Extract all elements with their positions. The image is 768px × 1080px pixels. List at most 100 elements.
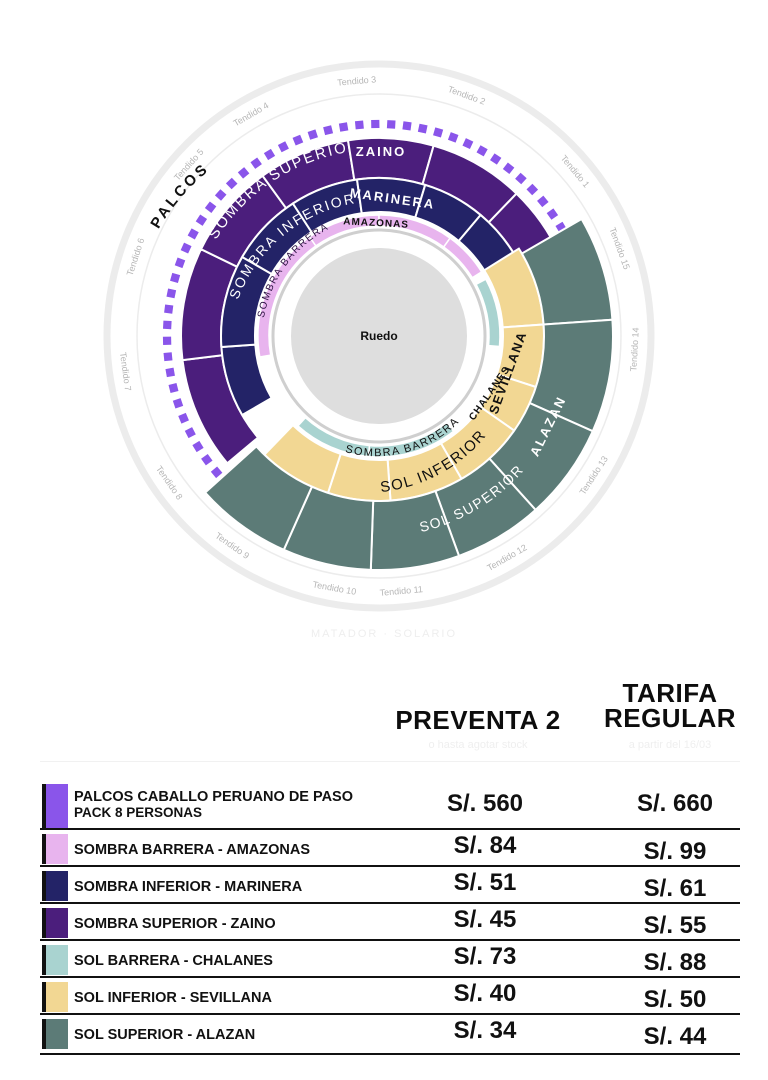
palco-box: [276, 140, 290, 154]
price-preventa: S/. 73: [453, 943, 517, 970]
palco-box: [401, 120, 413, 132]
palco-box: [162, 351, 174, 363]
palco-box: [432, 126, 445, 139]
zone-color-swatch: [42, 834, 68, 864]
palco-box: [171, 397, 185, 410]
zone-color-swatch: [42, 1019, 68, 1049]
zone-name: PALCOS CABALLO PERUANO DE PASO PACK 8 PER…: [74, 790, 353, 821]
zone-name: SOMBRA SUPERIOR - ZAINO: [74, 917, 276, 932]
palco-box: [199, 452, 214, 467]
palco-box: [163, 303, 175, 315]
palco-box: [306, 128, 319, 141]
zone-sombra-barrera-section-4: [442, 237, 483, 279]
palco-box: [203, 200, 218, 215]
column-header-regular-line2: REGULAR: [603, 703, 737, 733]
palco-box: [446, 131, 460, 144]
palco-box: [291, 133, 305, 147]
price-row: SOL SUPERIOR - ALAZAN S/. 34 S/. 44: [40, 1015, 740, 1055]
palco-box: [165, 287, 178, 300]
palco-box: [370, 119, 381, 129]
outer-ring: [103, 60, 655, 612]
bullring-seat-map: Ruedo PALCOS SOMBRA SUPERIOR ZAINO SOMBR…: [103, 60, 655, 612]
palco-box: [194, 213, 209, 227]
zone-name-text: SOL INFERIOR - SEVILLANA: [74, 990, 272, 1006]
zone-sol-superior-section-7: [203, 444, 314, 552]
zone-name: SOL SUPERIOR - ALAZAN: [74, 1028, 255, 1043]
zone-name: SOMBRA BARRERA - AMAZONAS: [74, 843, 310, 858]
column-subtitle-preventa: o hasta agotar stock: [428, 739, 528, 751]
row-divider: [40, 1053, 740, 1055]
price-regular: S/. 88: [643, 949, 707, 976]
palco-box: [177, 411, 191, 425]
price-preventa: S/. 34: [453, 1017, 517, 1044]
zone-name-text: SOL BARRERA - CHALANES: [74, 953, 273, 969]
palco-box: [179, 241, 193, 255]
price-regular: S/. 61: [643, 875, 707, 902]
zone-color-swatch: [42, 908, 68, 938]
zone-color-swatch: [42, 982, 68, 1012]
zone-name-text: SOMBRA BARRERA - AMAZONAS: [74, 842, 311, 858]
price-preventa: S/. 45: [453, 906, 517, 933]
column-header-preventa: PREVENTA 2: [395, 705, 561, 735]
palco-box: [236, 165, 251, 180]
palco-box: [545, 207, 560, 221]
zone-color-swatch: [42, 784, 68, 828]
palco-box: [475, 144, 489, 158]
price-row: SOL BARRERA - CHALANES S/. 73 S/. 88: [40, 941, 740, 978]
tendido-label: Tendido 14: [628, 327, 640, 372]
palco-box: [209, 465, 224, 480]
zone-sol-barrera-section-1: [475, 278, 501, 348]
palco-box: [162, 335, 173, 346]
palco-box: [386, 119, 397, 130]
price-row: PALCOS CABALLO PERUANO DE PASO PACK 8 PER…: [40, 780, 740, 830]
palco-box: [322, 124, 335, 137]
price-regular: S/. 44: [643, 1023, 707, 1050]
zone-name: SOMBRA INFERIOR - MARINERA: [74, 880, 302, 895]
column-header-regular: TARIFA REGULAR: [590, 678, 750, 733]
zone-subtitle: PACK 8 PERSONAS: [74, 805, 203, 820]
zone-color-swatch: [42, 871, 68, 901]
zone-name: SOL INFERIOR - SEVILLANA: [74, 991, 272, 1006]
column-header-regular-line1: TARIFA: [622, 678, 718, 708]
palco-box: [164, 366, 176, 379]
zone-name-zaino: ZAINO: [356, 144, 406, 159]
palco-box: [513, 171, 528, 186]
ruedo-label: Ruedo: [360, 329, 397, 343]
price-row: SOL INFERIOR - SEVILLANA S/. 40 S/. 50: [40, 978, 740, 1015]
ruedo-border: [271, 228, 487, 444]
palco-box: [535, 194, 550, 209]
zone-sol-barrera-section-3: [296, 416, 371, 458]
seat-map-area: Ruedo PALCOS SOMBRA SUPERIOR ZAINO SOMBR…: [103, 60, 655, 640]
price-preventa: S/. 560: [446, 790, 524, 817]
zone-name: SOL BARRERA - CHALANES: [74, 954, 273, 969]
price-regular: S/. 55: [643, 912, 707, 939]
palco-box: [213, 188, 228, 202]
price-regular: S/. 50: [643, 986, 707, 1013]
map-footer-label: MATADOR · SOLARIO: [310, 628, 458, 640]
table-top-divider: [40, 761, 740, 762]
palco-box: [337, 121, 350, 133]
palco-box: [488, 152, 503, 166]
tendido-label: Tendido 6: [125, 237, 147, 277]
palco-box: [249, 156, 264, 171]
palco-box: [169, 271, 182, 284]
row-divider: [40, 902, 740, 904]
palco-box: [162, 319, 173, 331]
palco-box: [416, 122, 429, 135]
tendido-label: Tendido 7: [118, 352, 133, 392]
tendido-label: Tendido 10: [312, 579, 357, 596]
palco-box: [173, 256, 187, 270]
row-divider: [40, 939, 740, 941]
price-preventa: S/. 84: [453, 832, 517, 859]
palco-box: [224, 176, 239, 191]
ring-layer: [103, 60, 655, 612]
zone-name-text: SOMBRA INFERIOR - MARINERA: [74, 879, 303, 895]
zone-color-swatch: [42, 945, 68, 975]
palco-box: [191, 439, 205, 454]
palco-box: [525, 182, 540, 197]
palco-box: [354, 119, 365, 131]
zone-name-text: SOL SUPERIOR - ALAZAN: [74, 1027, 256, 1043]
row-divider: [40, 865, 740, 867]
tendido-label: Tendido 11: [379, 584, 423, 598]
price-preventa: S/. 51: [453, 869, 517, 896]
